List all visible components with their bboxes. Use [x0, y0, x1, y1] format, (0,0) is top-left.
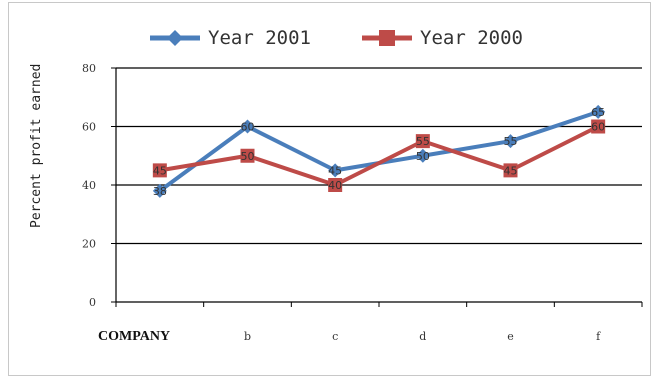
data-point-marker [503, 134, 518, 149]
legend-label: Year 2001 [208, 27, 311, 49]
data-point-marker [328, 163, 343, 178]
data-point-marker [240, 119, 255, 134]
series-line [158, 109, 599, 193]
series-lines: 38 60 45 50 55 65 45 50 40 55 45 60 [152, 104, 606, 198]
y-tick-label: 60 [82, 121, 96, 134]
data-point-marker [152, 163, 167, 178]
data-label: 55 [416, 135, 430, 148]
x-tick-label: b [244, 330, 251, 343]
legend-marker [379, 30, 395, 46]
legend-marker [167, 30, 183, 46]
x-tick-label: f [596, 330, 601, 343]
data-point-marker [240, 148, 255, 163]
gridlines [116, 67, 642, 245]
data-label: 55 [504, 135, 518, 148]
y-axis-label: Percent profit earned [29, 64, 44, 228]
legend-label: Year 2000 [420, 27, 523, 49]
y-tick-label: 20 [82, 238, 96, 251]
legend: Year 2001 Year 2000 [150, 27, 523, 49]
x-tick-label: e [507, 330, 514, 343]
data-point-marker [591, 104, 606, 119]
data-label: 50 [416, 150, 430, 163]
data-label: 45 [504, 164, 518, 177]
y-tick-label: 0 [89, 296, 96, 309]
data-label: 65 [591, 106, 605, 119]
axes [111, 67, 643, 307]
x-tick-label: c [332, 330, 338, 343]
x-tick-labels: COMPANY b c d e f [98, 329, 601, 344]
data-point-marker [152, 183, 167, 198]
data-label: 50 [241, 150, 255, 163]
y-tick-label: 80 [82, 62, 96, 75]
data-label: 38 [153, 185, 167, 198]
data-label: 60 [591, 121, 605, 134]
data-point-marker [503, 163, 518, 178]
data-label: 40 [328, 179, 342, 192]
data-label: 45 [328, 164, 342, 177]
data-label: 45 [153, 164, 167, 177]
data-point-marker [328, 178, 343, 192]
x-tick-label: d [419, 330, 426, 343]
data-point-marker [415, 134, 430, 149]
y-tick-labels: 0 20 40 60 80 [82, 62, 96, 309]
x-tick-label: COMPANY [98, 329, 170, 344]
data-label: 60 [241, 121, 255, 134]
y-tick-label: 40 [82, 179, 96, 192]
data-point-marker [591, 119, 606, 134]
data-point-marker [415, 148, 430, 163]
series-line [159, 124, 600, 187]
